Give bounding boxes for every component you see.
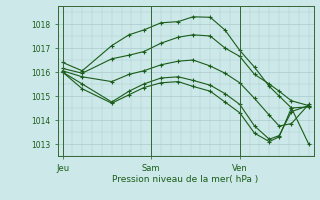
X-axis label: Pression niveau de la mer( hPa ): Pression niveau de la mer( hPa )	[112, 175, 259, 184]
